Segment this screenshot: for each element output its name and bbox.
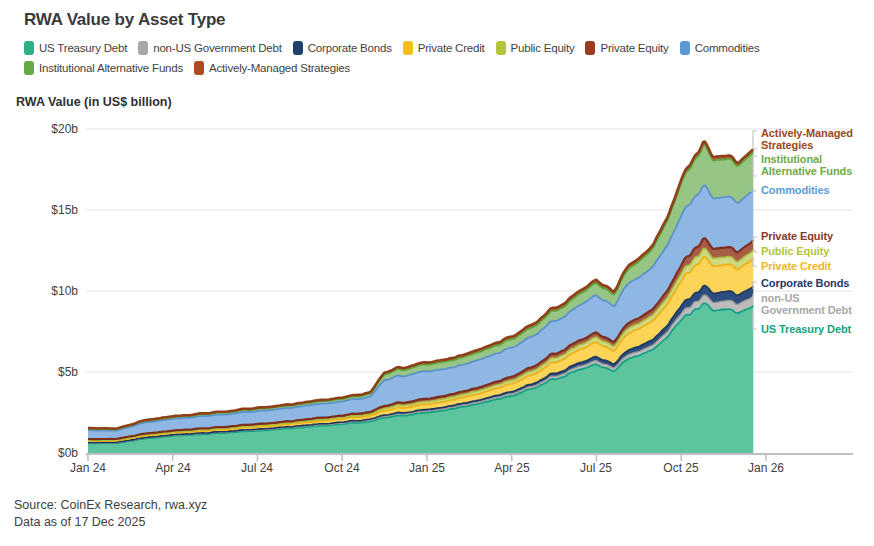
label-bracket <box>753 282 757 289</box>
label-bracket <box>753 258 757 266</box>
label-bracket <box>753 131 757 149</box>
y-tick-label: $5b <box>20 365 78 379</box>
series-label-non-us-government-debt: non-USGovernment Debt <box>761 293 852 316</box>
y-tick-label: $15b <box>20 203 78 217</box>
series-label-line: Commodities <box>761 185 830 197</box>
series-label-actively-managed-strategies: Actively-ManagedStrategies <box>761 128 853 151</box>
x-tick-label: Oct 24 <box>310 461 374 475</box>
x-tick-label: Jan 25 <box>395 461 459 475</box>
source-note: Source: CoinEx Research, rwa.xyz Data as… <box>14 497 207 531</box>
series-label-corporate-bonds: Corporate Bonds <box>761 278 849 290</box>
x-tick-label: Apr 25 <box>480 461 544 475</box>
series-label-public-equity: Public Equity <box>761 246 829 258</box>
series-label-line: non-US <box>761 293 852 305</box>
series-label-line: Strategies <box>761 140 853 152</box>
series-label-line: Private Credit <box>761 261 831 273</box>
series-label-line: Actively-Managed <box>761 128 853 140</box>
series-label-line: Institutional <box>761 154 852 166</box>
y-tick-label: $0b <box>20 446 78 460</box>
x-tick-label: Jul 24 <box>225 461 289 475</box>
label-bracket <box>753 237 757 244</box>
x-tick-label: Jan 24 <box>56 461 120 475</box>
label-bracket <box>753 310 757 329</box>
series-label-line: Private Equity <box>761 231 833 243</box>
data-as-of-line: Data as of 17 Dec 2025 <box>14 514 207 531</box>
x-tick-label: Jan 26 <box>734 461 798 475</box>
series-label-line: Public Equity <box>761 246 829 258</box>
series-label-line: US Treasury Debt <box>761 324 851 336</box>
x-tick-label: Jul 25 <box>564 461 628 475</box>
x-tick-label: Oct 25 <box>649 461 713 475</box>
series-label-line: Government Debt <box>761 305 852 317</box>
x-tick-label: Apr 24 <box>141 461 205 475</box>
series-label-us-treasury-debt: US Treasury Debt <box>761 324 851 336</box>
series-label-line: Corporate Bonds <box>761 278 849 290</box>
series-label-line: Alternative Funds <box>761 166 852 178</box>
series-label-private-equity: Private Equity <box>761 231 833 243</box>
series-label-institutional-alternative-funds: InstitutionalAlternative Funds <box>761 154 852 177</box>
source-line: Source: CoinEx Research, rwa.xyz <box>14 497 207 514</box>
series-label-private-credit: Private Credit <box>761 261 831 273</box>
y-tick-label: $20b <box>20 122 78 136</box>
label-bracket <box>753 156 757 176</box>
y-tick-label: $10b <box>20 284 78 298</box>
rwa-chart-page: RWA Value by Asset Type US Treasury Debt… <box>0 0 874 546</box>
series-label-commodities: Commodities <box>761 185 830 197</box>
label-bracket <box>753 250 757 253</box>
